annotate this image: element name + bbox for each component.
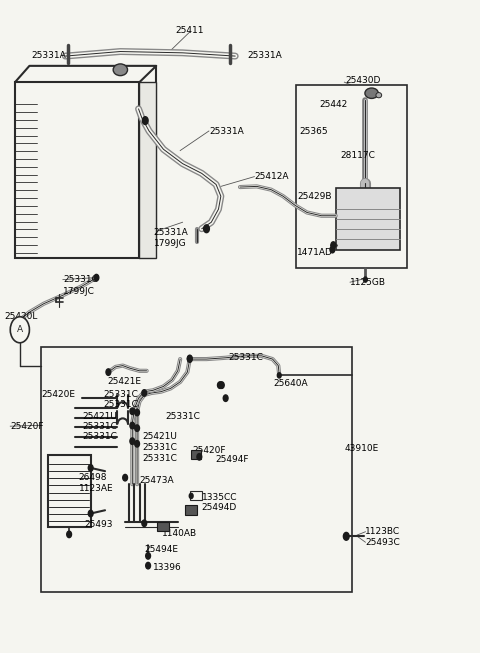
Text: 1799JG: 1799JG	[154, 238, 186, 247]
Text: 25331C: 25331C	[103, 400, 138, 409]
Bar	[140, 82, 156, 258]
Text: 25421E: 25421E	[107, 377, 141, 387]
Circle shape	[10, 317, 29, 343]
Text: 25494D: 25494D	[202, 503, 237, 512]
Circle shape	[217, 382, 222, 389]
Text: 25331C: 25331C	[82, 422, 117, 431]
Circle shape	[187, 355, 192, 362]
Text: 25331A: 25331A	[154, 227, 189, 236]
Circle shape	[130, 422, 135, 429]
Text: 1799JC: 1799JC	[63, 287, 95, 296]
Text: 25421U: 25421U	[82, 412, 117, 421]
Text: 25421U: 25421U	[142, 432, 177, 441]
Text: A: A	[17, 325, 23, 334]
Circle shape	[343, 532, 349, 540]
Circle shape	[94, 274, 99, 281]
Bar	[48, 455, 91, 526]
Circle shape	[223, 395, 228, 402]
Ellipse shape	[365, 88, 378, 99]
Text: 25640A: 25640A	[274, 379, 308, 388]
Text: 25331C: 25331C	[166, 412, 201, 421]
Text: 25494E: 25494E	[144, 545, 178, 554]
Bar	[157, 522, 169, 532]
Text: 25420F: 25420F	[192, 446, 226, 454]
Circle shape	[135, 441, 140, 447]
Circle shape	[204, 225, 209, 232]
Circle shape	[135, 425, 140, 432]
Bar	[15, 82, 140, 258]
Circle shape	[67, 531, 72, 537]
Text: 25365: 25365	[300, 127, 328, 136]
Bar	[191, 451, 201, 460]
Circle shape	[130, 438, 135, 445]
Circle shape	[146, 552, 151, 559]
Text: 26498: 26498	[79, 473, 107, 482]
Circle shape	[143, 117, 148, 125]
Bar	[297, 86, 407, 268]
Text: 28117C: 28117C	[340, 151, 375, 160]
Bar	[190, 490, 202, 500]
Text: 25331C: 25331C	[103, 390, 138, 399]
Text: 1125GB: 1125GB	[350, 278, 386, 287]
Ellipse shape	[113, 64, 128, 76]
Ellipse shape	[376, 93, 382, 98]
Circle shape	[277, 373, 281, 378]
Circle shape	[135, 409, 140, 416]
Text: 25420E: 25420E	[41, 390, 75, 399]
Text: 1123BC: 1123BC	[365, 527, 400, 536]
Text: 13396: 13396	[153, 563, 181, 572]
Text: 1335CC: 1335CC	[202, 493, 237, 502]
Text: 25331C: 25331C	[82, 432, 117, 441]
Text: 1140AB: 1140AB	[161, 528, 197, 537]
Circle shape	[142, 520, 147, 526]
Text: 25331A: 25331A	[209, 127, 244, 136]
Text: 25430D: 25430D	[345, 76, 381, 85]
Text: 25331A: 25331A	[247, 51, 282, 60]
Circle shape	[88, 510, 93, 517]
Circle shape	[331, 242, 336, 248]
Text: 25412A: 25412A	[254, 172, 289, 181]
Circle shape	[189, 493, 193, 498]
Text: 25331C: 25331C	[142, 454, 177, 462]
Circle shape	[88, 465, 93, 471]
Circle shape	[218, 382, 223, 389]
Text: 1123AE: 1123AE	[79, 484, 113, 492]
Text: 25420F: 25420F	[10, 422, 44, 431]
Text: 25331A: 25331A	[32, 51, 67, 60]
Text: 25331C: 25331C	[228, 353, 264, 362]
Circle shape	[146, 562, 151, 569]
Text: 25420L: 25420L	[4, 311, 38, 321]
Circle shape	[197, 454, 202, 460]
Text: 25493C: 25493C	[365, 537, 400, 547]
Text: 1471AD: 1471AD	[297, 248, 332, 257]
Text: 25331C: 25331C	[63, 275, 98, 284]
Circle shape	[123, 475, 128, 481]
Bar	[336, 188, 400, 250]
Circle shape	[330, 246, 335, 253]
Text: 25494F: 25494F	[215, 455, 249, 464]
Bar	[41, 347, 352, 592]
Circle shape	[130, 408, 135, 415]
Circle shape	[142, 390, 147, 396]
Bar	[185, 505, 197, 515]
Circle shape	[187, 356, 192, 362]
Text: 25429B: 25429B	[298, 192, 332, 200]
Circle shape	[219, 382, 224, 389]
Circle shape	[106, 369, 111, 375]
Text: 25493: 25493	[84, 520, 113, 529]
Text: 25442: 25442	[319, 101, 347, 110]
Text: 43910E: 43910E	[344, 444, 379, 453]
Text: 25473A: 25473A	[140, 476, 174, 485]
Text: 25411: 25411	[176, 25, 204, 35]
Text: 25331C: 25331C	[142, 443, 177, 451]
Circle shape	[363, 277, 367, 282]
